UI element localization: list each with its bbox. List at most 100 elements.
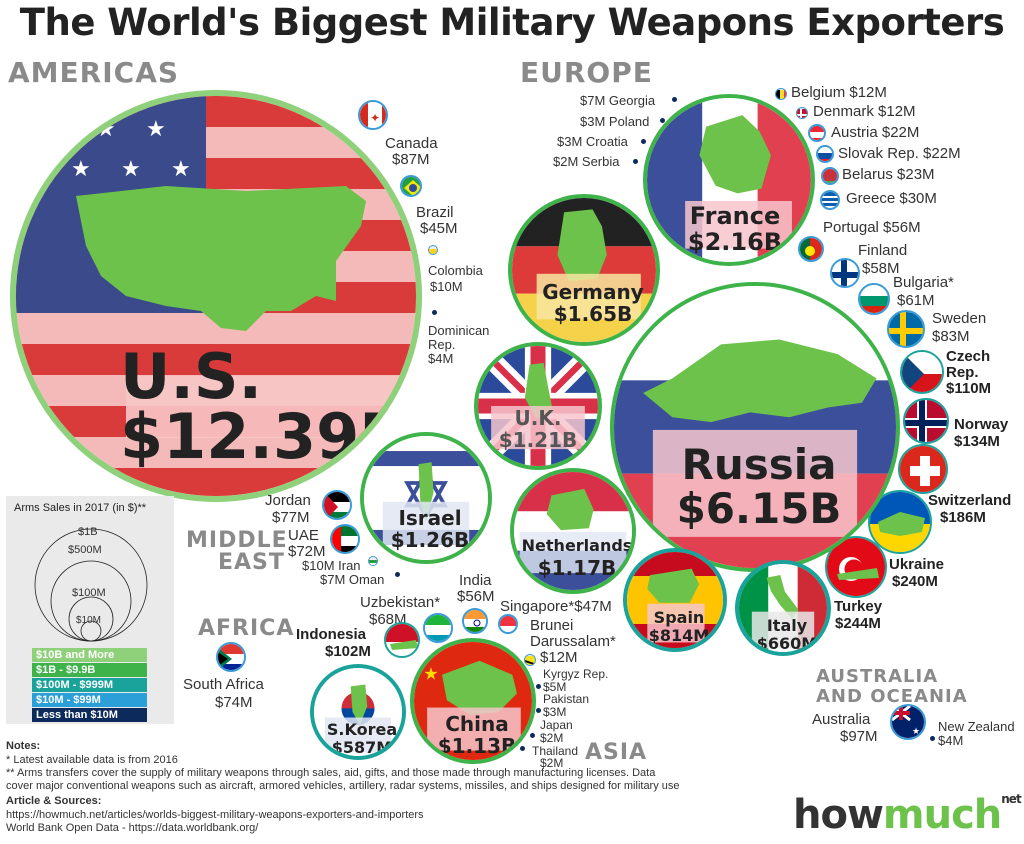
- jordan-flag-icon: [322, 490, 352, 520]
- norway-flag-icon: [903, 398, 949, 444]
- new-zealand-label: New Zealand: [938, 719, 1015, 734]
- italy-flag-icon: [739, 564, 827, 652]
- pakistan-value: $3M: [543, 705, 567, 719]
- france-name: France: [689, 202, 781, 230]
- denmark-label: Denmark $12M: [813, 103, 916, 120]
- austria-label: Austria $22M: [831, 124, 920, 141]
- notes-heading: Notes:: [6, 740, 41, 752]
- thailand-dot: [520, 746, 525, 751]
- note-1: * Latest available data is from 2016: [6, 754, 178, 766]
- india-label: India: [459, 572, 492, 589]
- legend: Arms Sales in 2017 (in $)** $1B $500M $1…: [6, 496, 174, 724]
- svg-text:★: ★: [71, 157, 91, 182]
- czech-flag-icon: [900, 350, 944, 394]
- croatia-dot: [641, 139, 646, 144]
- south-africa-value: $74M: [215, 694, 253, 711]
- brazil-value: $45M: [420, 220, 458, 237]
- canada-label: Canada: [385, 135, 438, 152]
- uae-flag-icon: [330, 524, 360, 554]
- netherlands-name: Netherlands: [521, 536, 633, 555]
- greece-label: Greece $30M: [846, 190, 937, 207]
- south-africa-flag-icon: [216, 642, 246, 672]
- belgium-flag-icon: [775, 88, 787, 100]
- germany-circle: Germany $1.65B: [508, 194, 660, 346]
- norway-value: $134M: [954, 433, 1000, 450]
- austria-flag-icon: [808, 124, 826, 142]
- switzerland-flag-icon: [898, 444, 948, 494]
- iran-flag-icon: [368, 556, 378, 566]
- russia-value: $6.15B: [676, 484, 842, 533]
- source-1[interactable]: https://howmuch.net/articles/worlds-bigg…: [6, 809, 424, 821]
- source-2[interactable]: World Bank Open Data - https://data.worl…: [6, 822, 259, 834]
- israel-circle: Israel $1.26B: [360, 432, 492, 564]
- singapore-flag-icon: [498, 614, 518, 634]
- uae-value: $72M: [288, 543, 326, 560]
- legend-scale-circles: [34, 528, 148, 642]
- uk-flag-icon: [478, 346, 598, 466]
- oman-dot: [395, 572, 400, 577]
- australia-flag-icon: ★: [890, 704, 926, 740]
- uzbekistan-label: Uzbekistan*: [360, 594, 441, 611]
- russia-name: Russia: [681, 440, 837, 489]
- belarus-label: Belarus $23M: [842, 166, 935, 183]
- region-oceania: AND OCEANIA: [816, 686, 968, 707]
- skorea-name: S.Korea: [326, 720, 398, 739]
- turkey-label: Turkey: [834, 598, 883, 615]
- dominican-value: $4M: [428, 351, 454, 366]
- svg-text:★: ★: [46, 117, 66, 142]
- serbia-dot: [633, 159, 638, 164]
- france-circle: France $2.16B: [643, 94, 815, 266]
- france-flag-icon: [647, 98, 811, 262]
- spain-name: Spain: [653, 608, 705, 627]
- page-title: The World's Biggest Military Weapons Exp…: [19, 1, 1005, 44]
- kyrgyz-dot: [536, 684, 541, 689]
- new-zealand-value: $4M: [938, 733, 964, 748]
- spain-flag-icon: [627, 552, 723, 648]
- dominican-label-2: Rep.: [428, 337, 456, 352]
- netherlands-circle: Netherlands $1.17B: [510, 468, 636, 594]
- pakistan-label: Pakistan: [543, 692, 590, 706]
- us-name: U.S.: [120, 340, 263, 413]
- iran-label: $10M Iran: [302, 558, 361, 573]
- finland-value: $58M: [862, 260, 900, 277]
- oman-label: $7M Oman: [320, 572, 385, 587]
- ukraine-label: Ukraine: [889, 556, 945, 573]
- skorea-circle: S.Korea $587M: [310, 664, 406, 760]
- china-flag-icon: ★: [414, 642, 532, 760]
- italy-name: Italy: [766, 616, 808, 635]
- indonesia-label: Indonesia: [296, 626, 367, 643]
- australia-label: Australia: [812, 711, 871, 728]
- uk-value: $1.21B: [498, 428, 578, 452]
- italy-circle: Italy $660M: [735, 560, 831, 656]
- brunei-label-2: Darussalam*: [530, 633, 616, 650]
- legend-10m: $10M: [76, 615, 102, 626]
- pakistan-dot: [536, 708, 541, 713]
- brunei-flag-icon: [524, 654, 536, 666]
- australia-value: $97M: [840, 728, 878, 745]
- region-asia: ASIA: [585, 740, 648, 765]
- colombia-value: $10M: [430, 279, 463, 294]
- georgia-label: $7M Georgia: [580, 93, 656, 108]
- thailand-value: $2M: [540, 756, 564, 770]
- skorea-value: $587M: [331, 738, 393, 757]
- bulgaria-label: Bulgaria*: [893, 274, 954, 291]
- ukraine-value: $240M: [892, 573, 938, 590]
- colombia-label: Colombia: [428, 263, 483, 278]
- brunei-value: $12M: [540, 649, 578, 666]
- russia-flag-icon: [614, 286, 896, 568]
- sweden-label: Sweden: [932, 310, 987, 327]
- uk-circle: U.K. $1.21B: [474, 342, 602, 470]
- jordan-label: Jordan: [265, 492, 311, 509]
- us-circle: ★ ★ ★ ★ ★ ★ U.S. $12.39B: [10, 90, 422, 502]
- skorea-flag-icon: [314, 668, 402, 756]
- china-name: China: [445, 712, 509, 736]
- logo-how: how: [793, 792, 884, 838]
- svg-text:★: ★: [96, 117, 116, 142]
- canada-flag-icon: ✦: [358, 100, 388, 130]
- slovak-label: Slovak Rep. $22M: [838, 145, 961, 162]
- belarus-flag-icon: [821, 167, 839, 185]
- israel-flag-icon: [364, 436, 488, 560]
- colombia-flag-icon: [428, 245, 438, 255]
- switzerland-value: $186M: [940, 509, 986, 526]
